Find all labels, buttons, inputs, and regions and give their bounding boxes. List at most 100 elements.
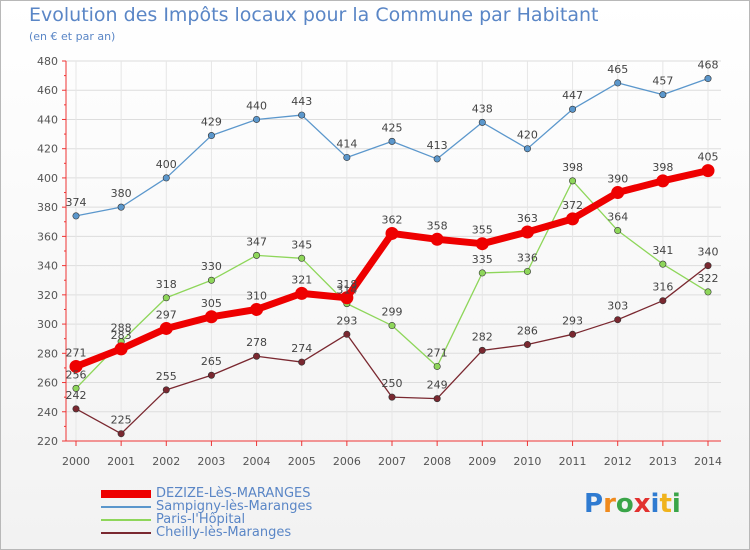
legend-swatch xyxy=(101,490,151,498)
legend-item: DEZIZE-LèS-MARANGES xyxy=(101,487,461,500)
data-label: 398 xyxy=(562,161,583,174)
data-point xyxy=(704,75,712,83)
data-label: 314 xyxy=(336,284,357,297)
data-point xyxy=(69,359,83,373)
data-point xyxy=(569,330,577,338)
data-label: 447 xyxy=(562,89,583,102)
data-label: 414 xyxy=(336,137,357,150)
data-label: 341 xyxy=(652,244,673,257)
chart-title: Evolution des Impôts locaux pour la Comm… xyxy=(29,4,599,26)
data-label: 372 xyxy=(562,199,583,212)
y-tick-label: 460 xyxy=(37,84,58,97)
x-tick-label: 2001 xyxy=(107,455,135,468)
data-label: 318 xyxy=(156,278,177,291)
data-label: 390 xyxy=(607,173,628,186)
data-label: 425 xyxy=(382,121,403,134)
data-label: 380 xyxy=(111,187,132,200)
data-label: 274 xyxy=(291,342,312,355)
data-point xyxy=(298,358,306,366)
data-point xyxy=(523,145,531,153)
data-label: 256 xyxy=(66,368,87,381)
data-point xyxy=(340,291,354,305)
y-tick-label: 480 xyxy=(37,55,58,68)
x-tick-label: 2012 xyxy=(604,455,632,468)
data-label: 438 xyxy=(472,102,493,115)
data-label: 321 xyxy=(291,273,312,286)
data-point xyxy=(611,186,625,200)
data-label: 374 xyxy=(66,196,87,209)
data-point xyxy=(162,294,170,302)
data-point xyxy=(433,362,441,370)
legend-label: Sampigny-lès-Maranges xyxy=(156,499,313,514)
proxiti-logo: Proxiti xyxy=(584,489,681,519)
data-point xyxy=(72,384,80,392)
data-label: 286 xyxy=(517,325,538,338)
data-point xyxy=(614,316,622,324)
data-point xyxy=(569,177,577,185)
data-point xyxy=(114,342,128,356)
data-point xyxy=(523,267,531,275)
data-point xyxy=(659,91,667,99)
data-point xyxy=(162,174,170,182)
x-tick-label: 2004 xyxy=(243,455,271,468)
data-point xyxy=(478,118,486,126)
data-label: 282 xyxy=(472,330,493,343)
y-tick-label: 260 xyxy=(37,377,58,390)
data-point xyxy=(298,111,306,119)
data-label: 440 xyxy=(246,99,267,112)
data-point xyxy=(72,212,80,220)
data-label: 225 xyxy=(111,414,132,427)
data-point xyxy=(614,227,622,235)
x-tick-label: 2009 xyxy=(468,455,496,468)
data-point xyxy=(569,105,577,113)
data-point xyxy=(162,386,170,394)
data-label: 413 xyxy=(427,139,448,152)
data-point xyxy=(72,405,80,413)
data-point xyxy=(117,203,125,211)
data-point xyxy=(430,232,444,246)
y-tick-label: 360 xyxy=(37,230,58,243)
x-tick-label: 2011 xyxy=(559,455,587,468)
data-label: 364 xyxy=(607,211,628,224)
data-label: 310 xyxy=(246,289,267,302)
data-label: 355 xyxy=(472,224,493,237)
x-tick-label: 2006 xyxy=(333,455,361,468)
y-tick-label: 240 xyxy=(37,406,58,419)
x-tick-label: 2002 xyxy=(152,455,180,468)
data-label: 293 xyxy=(562,314,583,327)
data-label: 283 xyxy=(111,329,132,342)
data-point xyxy=(207,132,215,140)
chart-subtitle: (en € et par an) xyxy=(29,30,116,43)
legend-label: Cheilly-lès-Maranges xyxy=(156,525,292,540)
data-label: 278 xyxy=(246,336,267,349)
data-point xyxy=(117,430,125,438)
data-label: 242 xyxy=(66,389,87,402)
data-label: 362 xyxy=(382,213,403,226)
data-label: 400 xyxy=(156,158,177,171)
data-point xyxy=(433,395,441,403)
data-label: 288 xyxy=(111,322,132,335)
data-label: 347 xyxy=(246,235,267,248)
data-label: 305 xyxy=(201,297,222,310)
data-label: 249 xyxy=(427,379,448,392)
data-point xyxy=(385,226,399,240)
data-point xyxy=(520,225,534,239)
data-point xyxy=(207,371,215,379)
data-point xyxy=(704,262,712,270)
data-label: 330 xyxy=(201,260,222,273)
data-label: 318 xyxy=(336,278,357,291)
data-label: 340 xyxy=(698,246,719,259)
x-tick-label: 2007 xyxy=(378,455,406,468)
legend-item: Cheilly-lès-Maranges xyxy=(101,526,461,539)
data-point xyxy=(253,115,261,123)
data-point xyxy=(253,251,261,259)
x-tick-label: 2003 xyxy=(197,455,225,468)
y-tick-label: 380 xyxy=(37,201,58,214)
data-label: 405 xyxy=(698,151,719,164)
data-point xyxy=(298,254,306,262)
data-point xyxy=(656,174,670,188)
y-tick-label: 220 xyxy=(37,435,58,448)
data-label: 398 xyxy=(652,161,673,174)
